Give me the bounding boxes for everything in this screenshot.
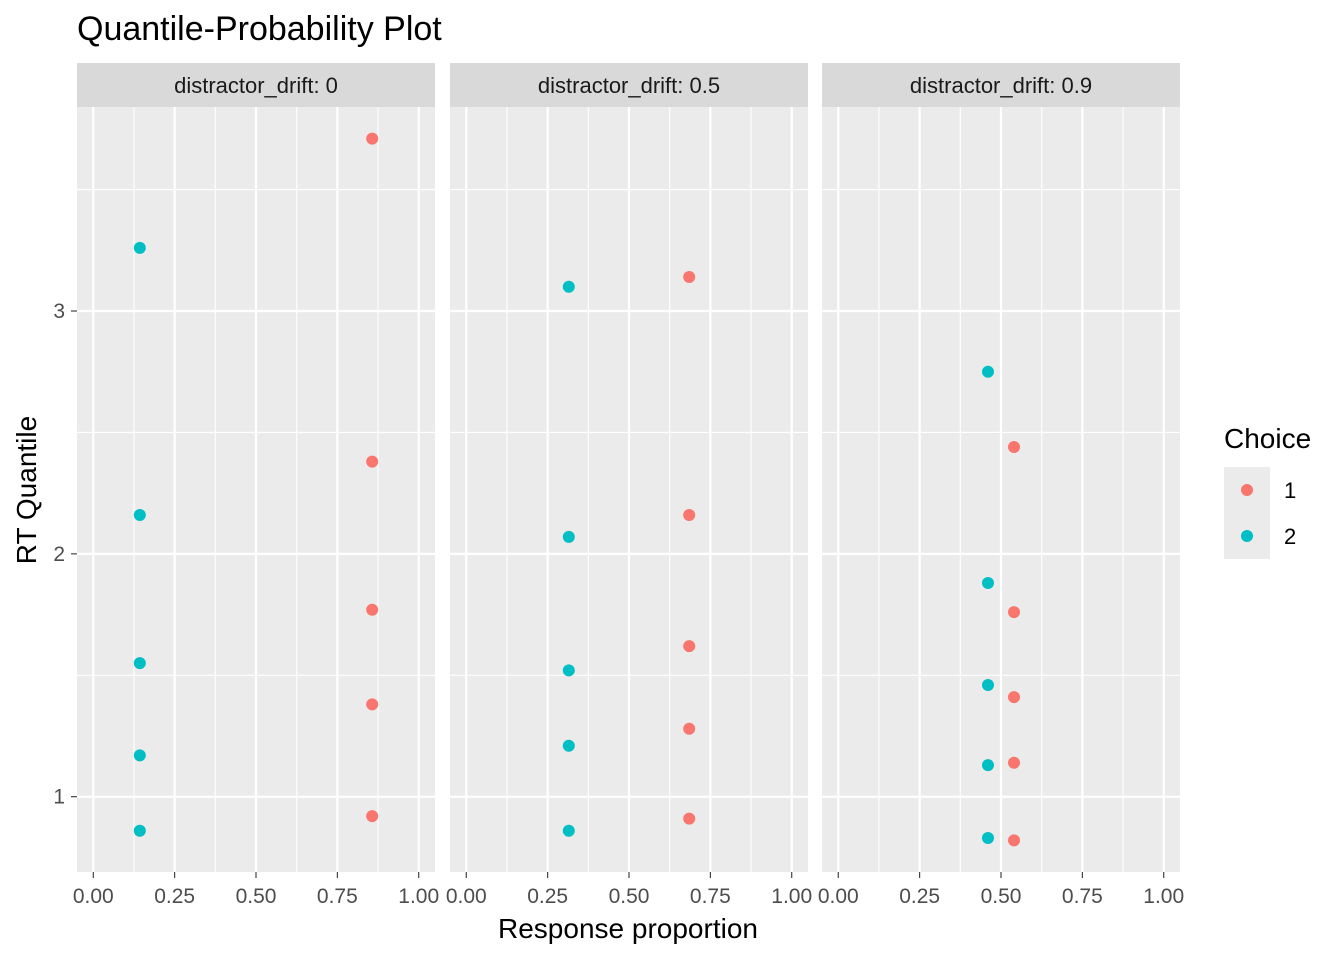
data-point-choice-2 (981, 832, 994, 844)
facet-strip-label: distractor_drift: 0.9 (910, 73, 1092, 98)
facet-strip-label: distractor_drift: 0.5 (538, 73, 720, 98)
data-point-choice-2 (562, 664, 575, 677)
data-point-choice-1 (1008, 756, 1021, 769)
data-point-choice-2 (981, 577, 994, 589)
x-tick-label: 1.00 (398, 885, 439, 908)
x-tick-label: 1.00 (1143, 885, 1184, 908)
data-point-choice-1 (366, 455, 379, 468)
data-point-choice-1 (683, 640, 696, 653)
data-point-choice-1 (366, 132, 379, 145)
facet-panel: distractor_drift: 0.9 0.00 0.25 0.50 0.75 1.0… (818, 63, 1184, 908)
x-tick-label: 1.00 (771, 885, 812, 908)
data-point-choice-2 (133, 509, 146, 521)
data-point-choice-1 (1008, 691, 1021, 704)
facet-panel: distractor_drift: 0 0.00 0.25 0.50 0.75 1.00 (73, 63, 439, 908)
x-tick-label: 0.50 (981, 885, 1022, 908)
legend: Choice 1 2 (1224, 423, 1311, 559)
facet-strip (822, 63, 1180, 107)
data-point-choice-2 (133, 241, 146, 254)
facet-strip (450, 63, 808, 107)
facet-panel: distractor_drift: 0.5 0.00 0.25 0.50 0.75 1.0… (446, 63, 812, 908)
data-point-choice-2 (562, 530, 575, 543)
legend-key-point (1241, 530, 1253, 542)
data-point-choice-1 (366, 603, 379, 616)
x-tick-label: 0.25 (899, 885, 940, 908)
x-axis-title: Response proportion (498, 913, 758, 944)
legend-title: Choice (1224, 423, 1311, 454)
facet-strip-label: distractor_drift: 0 (174, 73, 338, 98)
x-tick-label: 0.00 (446, 885, 487, 908)
facet-panels: distractor_drift: 00.00 0.25 0.50 0.75 1.00d… (73, 63, 1184, 908)
data-point-choice-1 (683, 271, 696, 283)
data-point-choice-2 (562, 824, 575, 837)
data-point-choice-1 (366, 810, 379, 823)
data-point-choice-2 (562, 739, 575, 752)
chart-title: Quantile-Probability Plot (77, 10, 442, 48)
x-tick-label: 0.75 (690, 885, 731, 908)
x-tick-label: 0.50 (609, 885, 650, 908)
data-point-choice-1 (683, 722, 696, 735)
legend-label: 2 (1284, 524, 1296, 549)
data-point-choice-1 (683, 812, 696, 825)
legend-key-point (1241, 484, 1253, 496)
data-point-choice-1 (366, 698, 379, 711)
data-point-choice-2 (562, 280, 575, 293)
x-tick-label: 0.25 (154, 885, 195, 908)
data-point-choice-2 (981, 759, 994, 772)
data-point-choice-1 (1008, 606, 1021, 619)
data-point-choice-1 (683, 509, 696, 521)
data-point-choice-2 (981, 679, 994, 691)
data-point-choice-1 (1008, 834, 1021, 847)
x-tick-label: 0.00 (818, 885, 859, 908)
data-point-choice-2 (981, 365, 994, 378)
data-point-choice-2 (133, 749, 146, 762)
data-point-choice-1 (1008, 441, 1021, 453)
x-tick-label: 0.50 (236, 885, 277, 908)
y-tick-label: 2 (53, 543, 65, 566)
facet-strip (77, 63, 435, 107)
x-tick-label: 0.75 (1062, 885, 1103, 908)
y-tick-label: 3 (53, 300, 65, 323)
x-tick-label: 0.25 (527, 885, 568, 908)
x-tick-label: 0.75 (317, 885, 358, 908)
legend-label: 1 (1284, 478, 1296, 503)
x-tick-label: 0.00 (73, 885, 114, 908)
y-tick-label: 1 (53, 786, 65, 809)
data-point-choice-2 (133, 657, 146, 670)
y-axis: 1 2 3 (53, 300, 77, 809)
y-axis-title: RT Quantile (11, 416, 42, 564)
data-point-choice-2 (133, 824, 146, 837)
